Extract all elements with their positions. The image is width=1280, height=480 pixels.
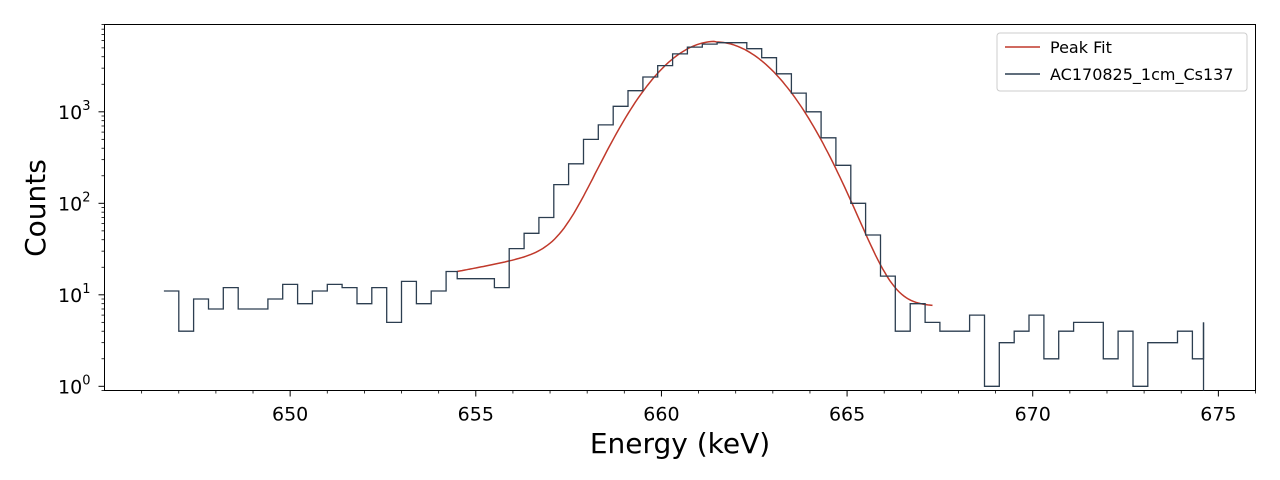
x-axis-title: Energy (keV) [590, 427, 770, 460]
peak-fit-curve [457, 40, 933, 307]
y-tick-label-exponent: 0 [82, 373, 90, 388]
x-tick-label: 665 [829, 404, 865, 426]
y-tick-label: 102 [58, 190, 90, 215]
series-layer [163, 40, 1205, 391]
histogram-series [163, 42, 1205, 387]
x-tick-label: 655 [458, 404, 494, 426]
x-tick-label: 660 [643, 404, 679, 426]
legend-label-histogram: AC170825_1cm_Cs137 [1050, 65, 1234, 85]
y-tick-label-base: 10 [58, 285, 82, 307]
x-tick-label: 650 [272, 404, 308, 426]
legend-label-peak-fit: Peak Fit [1050, 38, 1112, 57]
y-tick-label-base: 10 [58, 193, 82, 215]
y-tick-label-base: 10 [58, 102, 82, 124]
x-axis-ticks: 650 655 660 665 670 675 [141, 390, 1256, 426]
y-tick-label-exponent: 2 [82, 190, 90, 205]
legend: Peak Fit AC170825_1cm_Cs137 [996, 32, 1248, 92]
x-tick-label: 675 [1200, 404, 1236, 426]
y-tick-label-base: 10 [58, 376, 82, 398]
legend-frame [996, 32, 1248, 92]
y-tick-label: 101 [58, 282, 90, 307]
x-tick-label: 670 [1015, 404, 1051, 426]
y-axis-title: Counts [19, 159, 52, 257]
y-tick-label-exponent: 3 [82, 99, 90, 114]
y-tick-label-exponent: 1 [82, 282, 90, 297]
y-tick-label: 103 [58, 99, 90, 124]
y-tick-label: 100 [58, 373, 90, 398]
